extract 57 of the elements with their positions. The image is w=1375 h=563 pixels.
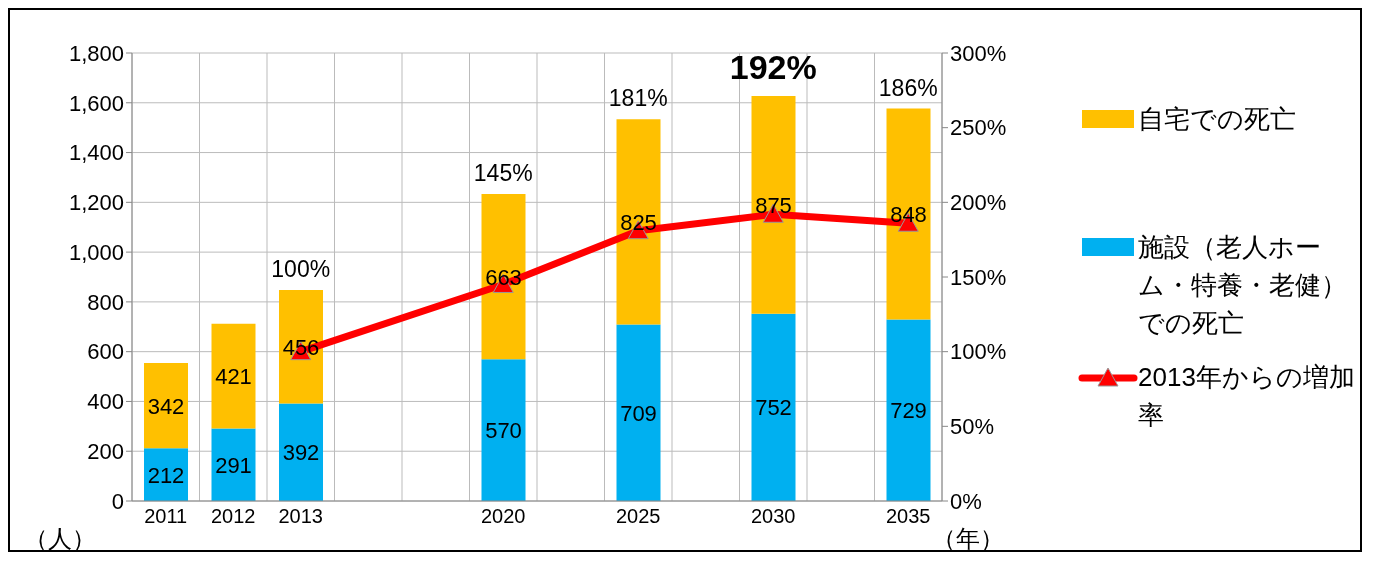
bar	[144, 363, 188, 449]
data-label: 709	[620, 400, 657, 426]
data-label: 729	[890, 398, 927, 424]
data-label: 392	[282, 440, 320, 466]
bar	[886, 319, 931, 501]
y2-tick-label: 0%	[950, 488, 982, 514]
y-tick-label: 1,200	[68, 190, 124, 216]
y-tick-label: 1,800	[68, 40, 124, 66]
x-axis-title: （年）	[932, 524, 1004, 554]
annotation: 181%	[607, 85, 669, 113]
y2-tick-label: 100%	[950, 339, 1007, 365]
y2-tick-label: 50%	[950, 414, 995, 440]
y2-tick-label: 300%	[950, 40, 1007, 66]
legend-label: 2013年からの増加率	[1138, 361, 1356, 432]
legend-label: 自宅での死亡	[1138, 103, 1296, 136]
y-tick-label: 600	[87, 339, 124, 365]
annotation: 192%	[728, 48, 818, 88]
y-tick-label: 800	[87, 289, 124, 315]
y-tick-label: 400	[87, 389, 124, 415]
data-label: 342	[147, 393, 185, 419]
x-tick-label: 2013	[278, 505, 323, 528]
annotation: 100%	[270, 255, 332, 283]
y2-tick-label: 250%	[950, 115, 1007, 141]
x-tick-label: 2025	[616, 505, 661, 528]
y-axis-title: （人）	[24, 524, 96, 554]
data-label: 421	[215, 364, 252, 390]
y2-tick-label: 200%	[950, 190, 1007, 216]
y2-tick-label: 150%	[950, 264, 1007, 290]
x-tick-label: 2035	[886, 505, 931, 528]
bar	[481, 359, 526, 501]
bar	[616, 324, 661, 501]
bar	[211, 428, 256, 501]
data-label: 212	[147, 462, 185, 488]
y-tick-label: 0	[111, 488, 124, 514]
bar	[616, 119, 661, 325]
bar	[886, 108, 931, 320]
legend-label: 施設（老人ホーム・特養・老健）での死亡	[1138, 231, 1348, 340]
bar	[211, 323, 256, 429]
y-tick-label: 200	[87, 439, 124, 465]
annotation: 186%	[877, 74, 939, 102]
annotation: 145%	[472, 160, 534, 188]
bar	[481, 194, 526, 360]
x-tick-label: 2020	[481, 505, 526, 528]
data-label: 752	[755, 395, 792, 421]
x-tick-label: 2012	[211, 505, 256, 528]
data-label: 848	[890, 202, 927, 228]
bar	[751, 96, 796, 314]
y-tick-label: 1,400	[68, 140, 124, 166]
bar	[751, 313, 796, 501]
y-tick-label: 1,000	[68, 239, 124, 265]
data-label: 291	[215, 452, 252, 478]
y-tick-label: 1,600	[68, 90, 124, 116]
data-label: 570	[485, 418, 522, 444]
x-tick-label: 2011	[144, 505, 188, 528]
bar	[279, 403, 323, 501]
data-label: 875	[755, 192, 792, 218]
x-tick-label: 2030	[751, 505, 796, 528]
